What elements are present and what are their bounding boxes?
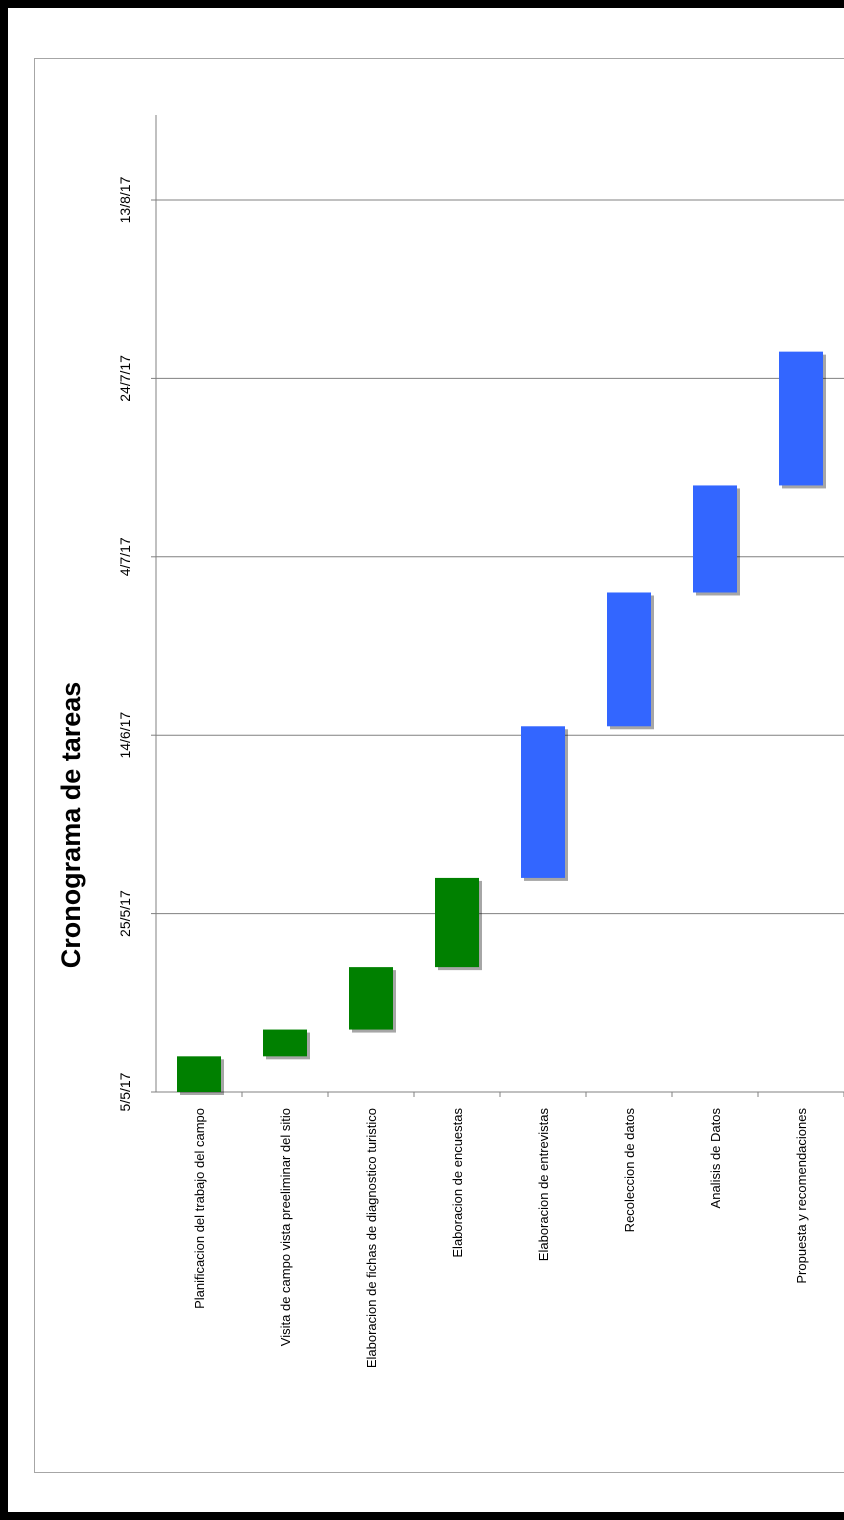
- date-tick-label: 5/5/17: [117, 1072, 133, 1111]
- date-tick-label: 4/7/17: [117, 537, 133, 576]
- task-label: Recoleccion de datos: [622, 1108, 637, 1233]
- task-bar: [177, 1056, 221, 1092]
- task-label: Elaboracion de entrevistas: [536, 1108, 551, 1262]
- chart-title: Cronograma de tareas: [56, 682, 86, 969]
- date-tick-label: 24/7/17: [117, 355, 133, 402]
- date-tick-label: 25/5/17: [117, 890, 133, 937]
- task-label: Elaboracion de fichas de diagnostico tur…: [364, 1108, 379, 1368]
- date-tick-label: 14/6/17: [117, 712, 133, 759]
- task-bar: [263, 1030, 307, 1057]
- task-label: Planificacion del trabajo del campo: [192, 1108, 207, 1309]
- task-bar: [607, 592, 651, 726]
- task-bar: [779, 352, 823, 486]
- task-bar: [349, 967, 393, 1029]
- task-labels: Planificacion del trabajo del campo Visit…: [192, 1108, 809, 1369]
- axes: [151, 115, 844, 1097]
- task-bar: [521, 726, 565, 878]
- task-label: Analisis de Datos: [708, 1108, 723, 1209]
- task-bars: [177, 352, 826, 1095]
- task-bar: [435, 878, 479, 967]
- task-bar: [693, 485, 737, 592]
- task-label: Propuesta y recomendaciones: [794, 1108, 809, 1284]
- gridlines: [156, 200, 844, 914]
- x-tick-labels: 5/5/17 25/5/17 14/6/17 4/7/17 24/7/17 13/8/17: [117, 176, 133, 1111]
- task-label: Visita de campo vista preeliminar del si…: [278, 1108, 293, 1346]
- task-label: Elaboracion de encuestas: [450, 1108, 465, 1258]
- date-tick-label: 13/8/17: [117, 176, 133, 223]
